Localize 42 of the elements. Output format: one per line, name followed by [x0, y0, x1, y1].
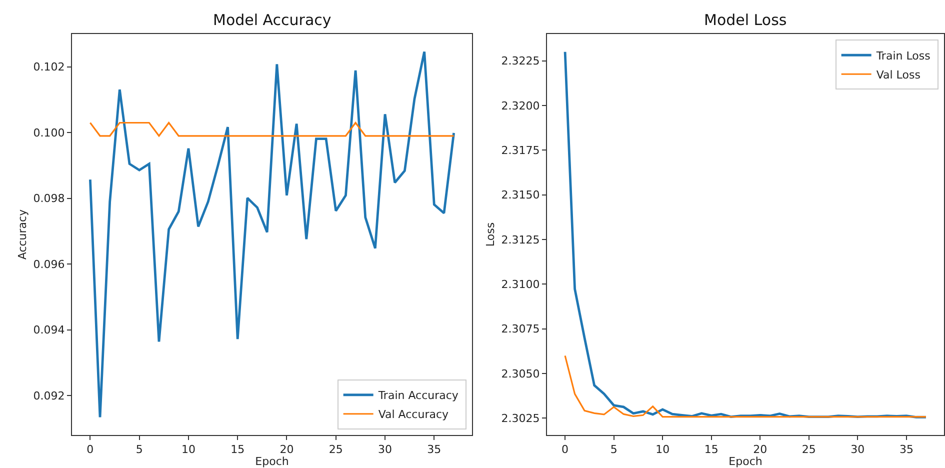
y-tick-label: 2.3125 [501, 233, 540, 246]
x-tick-label: 0 [562, 443, 569, 456]
y-tick-label: 2.3150 [501, 188, 540, 202]
x-tick-label: 5 [610, 443, 618, 456]
y-tick-label: 0.092 [33, 389, 65, 402]
x-tick-label: 25 [328, 443, 343, 456]
x-tick-label: 15 [704, 443, 718, 456]
y-tick-label: 2.3200 [501, 99, 540, 112]
legend-label: Train Accuracy [377, 389, 459, 402]
x-tick-label: 30 [378, 443, 392, 456]
x-tick-label: 25 [802, 443, 816, 456]
y-tick-label: 0.096 [33, 258, 65, 271]
y-tick-label: 0.094 [33, 324, 65, 337]
line-series [564, 354, 927, 418]
y-tick-label: 0.098 [33, 192, 65, 206]
x-tick-label: 20 [280, 443, 294, 456]
legend-label: Train Loss [875, 49, 931, 62]
legend-label: Val Loss [876, 68, 921, 82]
x-tick-label: 15 [230, 443, 245, 456]
legend-label: Val Accuracy [378, 408, 450, 422]
x-tick-label: 10 [656, 443, 670, 456]
y-axis-title: Loss [484, 222, 497, 247]
y-axis-title: Accuracy [16, 208, 29, 260]
y-tick-label: 2.3100 [501, 278, 540, 292]
x-tick-label: 30 [850, 443, 865, 456]
y-tick-label: 2.3025 [501, 412, 540, 426]
x-tick-label: 35 [427, 443, 442, 456]
chart-title: Model Loss [704, 11, 787, 29]
y-tick-label: 0.100 [33, 126, 65, 140]
x-tick-label: 20 [753, 443, 768, 456]
y-tick-label: 0.102 [33, 60, 65, 74]
x-tick-label: 35 [899, 443, 914, 456]
y-tick-label: 2.3225 [501, 54, 540, 68]
y-tick-label: 2.3175 [501, 144, 540, 157]
y-tick-label: 2.3050 [501, 367, 540, 380]
x-tick-label: 5 [136, 443, 143, 456]
x-axis-title: Epoch [255, 455, 289, 468]
x-tick-label: 10 [181, 443, 196, 456]
x-axis-title: Epoch [728, 455, 762, 468]
chart-title: Model Accuracy [213, 11, 332, 29]
x-tick-label: 0 [86, 443, 94, 456]
y-tick-label: 2.3075 [501, 322, 540, 336]
